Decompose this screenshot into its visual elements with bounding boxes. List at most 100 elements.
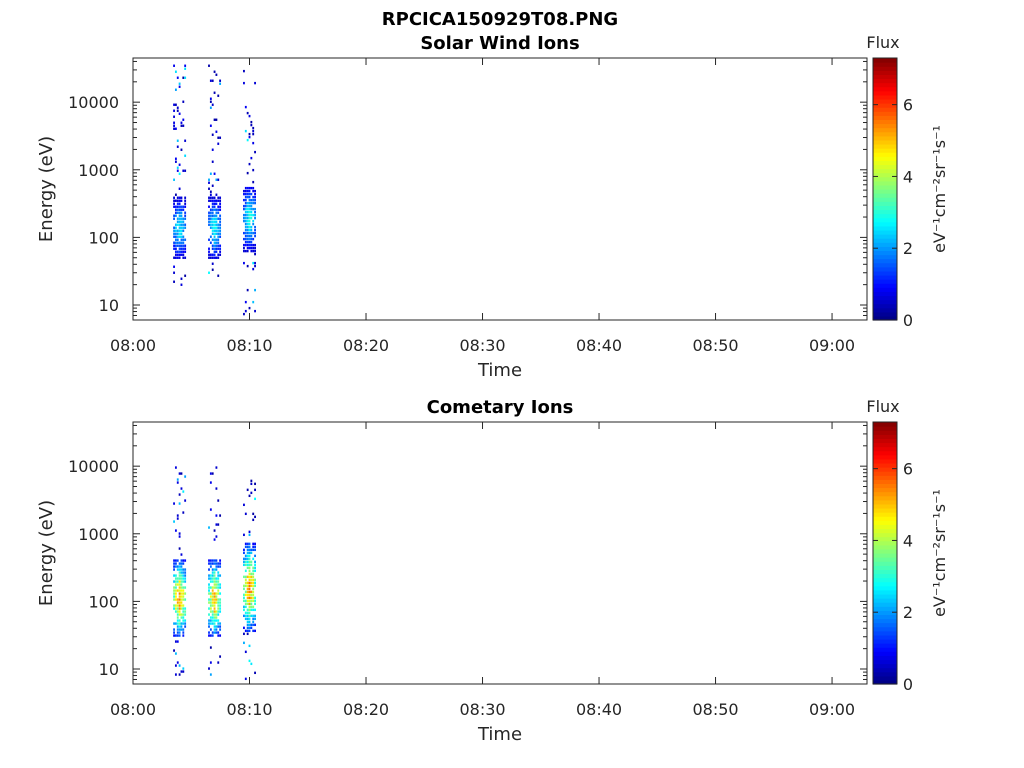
spectrogram-cell: [174, 193, 177, 196]
spectrogram-cell: [244, 677, 247, 681]
spectrogram-cell: [182, 589, 185, 592]
spectrogram-cell: [174, 244, 177, 247]
spectrogram-cell: [209, 586, 212, 589]
spectrogram-cell: [173, 559, 175, 562]
spectrogram-cell: [211, 262, 214, 265]
colorbar-tick-label: 0: [903, 675, 913, 694]
spectrogram-cell: [178, 82, 181, 85]
spectrogram-cell: [211, 103, 214, 106]
spectrogram-cell: [176, 628, 179, 631]
spectrogram-cell: [248, 246, 251, 250]
spectrogram-cell: [182, 619, 185, 622]
spectrogram-cell: [176, 256, 179, 259]
spectrogram-cell: [248, 225, 251, 229]
spectrogram-cell: [176, 661, 179, 664]
spectrogram-cell: [184, 577, 187, 580]
spectrogram-cell: [180, 217, 183, 220]
spectrogram-cell: [254, 198, 256, 202]
spectrogram-cell: [211, 610, 214, 613]
spectrogram-cell: [209, 595, 212, 598]
spectrogram-cell: [184, 619, 187, 622]
spectrogram-cell: [252, 249, 255, 253]
colorbar-segment: [873, 593, 897, 599]
spectrogram-cell: [174, 604, 177, 607]
spectrogram-cell: [209, 226, 212, 229]
spectrogram-cell: [211, 574, 214, 577]
spectrogram-cell: [244, 216, 247, 220]
spectrogram-cell: [215, 535, 218, 538]
colorbar-segment: [873, 103, 897, 108]
spectrogram-cell: [213, 610, 216, 613]
colorbar-segment: [873, 544, 897, 550]
spectrogram-cell: [254, 264, 256, 268]
spectrogram-cell: [211, 79, 214, 82]
spectrogram-cell: [180, 595, 183, 598]
spectrogram-cell: [208, 196, 210, 199]
spectrogram-cell: [182, 586, 185, 589]
spectrogram-cell: [215, 619, 218, 622]
spectrogram-cell: [209, 79, 212, 82]
spectrogram-cell: [211, 586, 214, 589]
colorbar-segment: [873, 246, 897, 251]
spectrogram-cell: [213, 631, 216, 634]
spectrogram-cell: [254, 150, 256, 154]
spectrogram-cell: [246, 228, 249, 232]
spectrogram-cell: [173, 205, 175, 208]
spectrogram-cell: [182, 511, 185, 514]
spectrogram-cell: [184, 154, 187, 157]
colorbar-segment: [873, 467, 897, 472]
spectrogram-cell: [180, 613, 183, 616]
spectrogram-cell: [217, 574, 220, 577]
spectrogram-cell: [182, 241, 185, 244]
spectrogram-cell: [176, 616, 179, 619]
spectrogram-cell: [178, 619, 181, 622]
x-tick-label: 08:40: [576, 700, 622, 719]
spectrogram-cell: [215, 568, 218, 571]
spectrogram-cell: [254, 201, 256, 205]
colorbar-segment: [873, 70, 897, 75]
spectrogram-cell: [252, 608, 255, 612]
spectrogram-cell: [215, 514, 218, 517]
spectrogram-cell: [219, 628, 222, 631]
spectrogram-cell: [173, 229, 175, 232]
spectrogram-cell: [213, 223, 216, 226]
spectrogram-cell: [213, 595, 216, 598]
spectrogram-cell: [178, 502, 181, 505]
spectrogram-cell: [178, 634, 181, 637]
spectrogram-cell: [180, 214, 183, 217]
spectrogram-cell: [209, 619, 212, 622]
spectrogram-cell: [246, 222, 249, 226]
spectrogram-cell: [219, 199, 222, 202]
spectrogram-cell: [176, 211, 179, 214]
colorbar-segment: [873, 143, 897, 149]
spectrogram-cell: [217, 562, 220, 565]
spectrogram-cell: [252, 623, 255, 627]
colorbar-label: Flux: [866, 397, 899, 416]
spectrogram-cell: [182, 226, 185, 229]
spectrogram-cell: [215, 226, 218, 229]
spectrogram-cell: [254, 548, 256, 552]
spectrogram-cell: [243, 596, 245, 600]
colorbar-segment: [873, 589, 897, 595]
spectrogram-cell: [252, 198, 255, 202]
x-tick-label: 08:10: [226, 336, 272, 355]
spectrogram-cell: [252, 584, 255, 588]
spectrogram-cell: [246, 171, 249, 175]
spectrogram-cell: [217, 217, 220, 220]
spectrogram-cell: [248, 132, 251, 136]
spectrogram-cell: [176, 166, 179, 169]
spectrogram-cell: [246, 608, 249, 612]
spectrogram-cell: [250, 560, 253, 564]
spectrogram-cell: [244, 189, 247, 193]
colorbar-segment: [873, 618, 897, 624]
spectrogram-cell: [182, 208, 185, 211]
spectrogram-cell: [211, 238, 214, 241]
spectrogram-cell: [211, 589, 214, 592]
spectrogram-cell: [213, 241, 216, 244]
spectrogram-cell: [176, 169, 179, 172]
colorbar-segment: [873, 512, 897, 517]
spectrogram-cell: [174, 574, 177, 577]
spectrogram-cell: [246, 599, 249, 603]
colorbar-segment: [873, 62, 897, 67]
colorbar-segment: [873, 299, 897, 305]
